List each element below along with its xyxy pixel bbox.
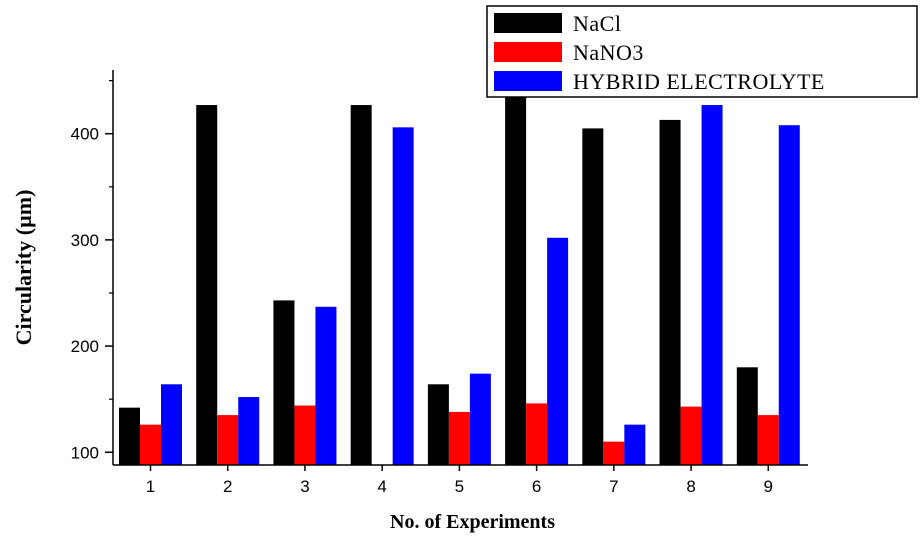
- bar-2-7: [603, 441, 625, 465]
- x-tick-label: 1: [146, 477, 155, 496]
- bar-1-3: [273, 300, 295, 465]
- bar-3-7: [624, 424, 646, 465]
- bar-1-8: [659, 119, 681, 465]
- bar-2-9: [757, 415, 779, 465]
- x-tick-label: 9: [764, 477, 773, 496]
- bar-1-4: [350, 105, 372, 466]
- bar-3-1: [161, 384, 182, 465]
- y-tick-label: 100: [71, 443, 99, 462]
- x-tick-label: 5: [455, 477, 464, 496]
- bars-group: [119, 88, 800, 466]
- legend-swatch: [494, 71, 562, 91]
- bar-2-2: [217, 415, 239, 465]
- legend-label: NaCl: [573, 11, 621, 36]
- y-axis-title: Circularity (µm): [11, 190, 36, 346]
- bar-3-4: [392, 127, 414, 465]
- y-tick-label: 300: [71, 231, 99, 250]
- bar-1-2: [196, 105, 218, 466]
- bar-3-5: [469, 373, 491, 465]
- x-axis-title: No. of Experiments: [390, 511, 555, 533]
- legend: NaCl NaNO3 HYBRID ELECTROLYTE: [486, 5, 918, 98]
- x-tick-label: 2: [223, 477, 232, 496]
- bar-2-6: [526, 403, 548, 465]
- x-tick-label: 3: [300, 477, 309, 496]
- legend-swatch: [494, 13, 562, 33]
- bar-3-6: [547, 237, 569, 465]
- bar-2-8: [680, 406, 702, 465]
- bar-3-9: [778, 125, 800, 465]
- bar-1-7: [582, 128, 604, 465]
- bar-3-8: [701, 105, 723, 466]
- bar-2-3: [294, 405, 316, 465]
- bar-1-6: [505, 88, 527, 465]
- bar-1-1: [119, 407, 140, 465]
- legend-swatch: [494, 42, 562, 62]
- bar-2-1: [140, 424, 161, 465]
- legend-label: NaNO3: [573, 40, 644, 65]
- bar-1-9: [736, 367, 758, 465]
- bar-2-5: [448, 411, 470, 465]
- x-tick-label: 8: [686, 477, 695, 496]
- x-tick-label: 7: [609, 477, 618, 496]
- y-tick-label: 400: [71, 125, 99, 144]
- bar-1-5: [427, 384, 449, 465]
- x-tick-label: 6: [532, 477, 541, 496]
- x-tick-label: 4: [377, 477, 386, 496]
- x-ticks-group: 1 2 3 4 5 6 7 8 9: [146, 465, 773, 496]
- y-ticks-group: 100 200 300 400: [71, 80, 113, 462]
- legend-label: HYBRID ELECTROLYTE: [573, 69, 825, 94]
- bar-3-3: [315, 306, 337, 465]
- y-tick-label: 200: [71, 337, 99, 356]
- bar-3-2: [238, 397, 260, 465]
